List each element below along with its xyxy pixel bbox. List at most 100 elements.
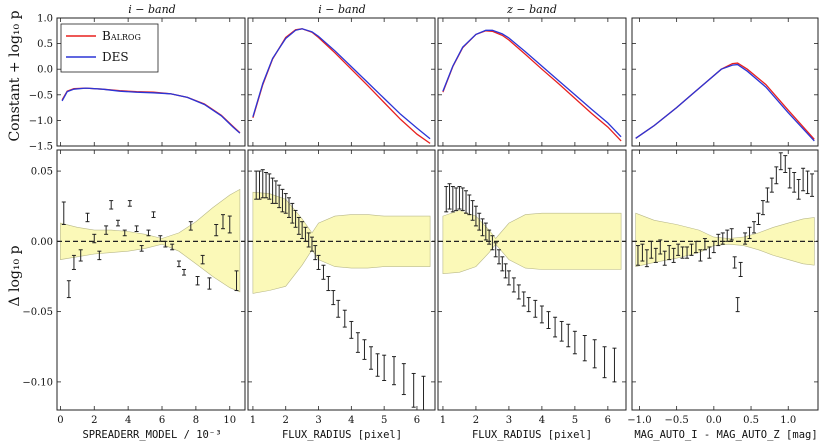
data-point-errorbar (702, 238, 707, 251)
data-point-errorbar (729, 228, 734, 241)
panel-4-top-axes (631, 17, 819, 147)
data-point-errorbar (680, 246, 685, 259)
data-point-errorbar (516, 284, 521, 300)
data-point-errorbar (470, 200, 475, 221)
data-point-errorbar (170, 243, 175, 251)
data-point-errorbar (572, 330, 577, 355)
data-point-errorbar (582, 335, 587, 362)
data-point-errorbar (349, 320, 354, 339)
data-point-errorbar (792, 171, 797, 193)
data-point-errorbar (104, 225, 109, 235)
data-point-errorbar (796, 179, 801, 200)
xtick-label: −1.0 (627, 415, 651, 426)
bottom-ytick-label: 0.00 (31, 237, 53, 248)
top-ytick-label: 0.5 (37, 39, 53, 50)
data-point-errorbar (267, 173, 272, 200)
xtick-label: 8 (193, 415, 199, 426)
data-point-errorbar (500, 256, 505, 272)
data-point-errorbar (447, 183, 452, 210)
data-point-errorbar (506, 270, 511, 286)
data-point-errorbar (163, 240, 168, 248)
data-point-errorbar (490, 235, 495, 251)
xtick-label: 1 (250, 415, 256, 426)
data-point-errorbar (220, 214, 225, 230)
xtick-label: 4 (125, 415, 131, 426)
data-point-errorbar (612, 347, 617, 383)
data-point-errorbar (658, 239, 663, 255)
data-point-errorbar (61, 201, 66, 225)
xtick-label: 2 (283, 415, 289, 426)
data-point-errorbar (477, 212, 482, 231)
data-point-errorbar (743, 232, 748, 245)
panel-2-line-des (252, 28, 431, 140)
data-point-errorbar (716, 233, 721, 247)
data-point-errorbar (539, 305, 544, 324)
data-point-errorbar (127, 200, 132, 207)
data-point-errorbar (511, 277, 516, 293)
panel-1-top-axes: −1.5 −1.0 −0.5 0.0 0.5 1.0 (29, 14, 246, 153)
data-point-errorbar (756, 212, 761, 225)
panel-3: 1 2 3 4 5 6 (437, 17, 627, 426)
data-point-errorbar (391, 356, 396, 386)
top-ylabel: Constant + log₁₀ p (7, 10, 23, 141)
data-point-errorbar (685, 246, 690, 259)
xtick-label: 4 (348, 415, 354, 426)
data-point-errorbar (635, 245, 640, 266)
bottom-ylabel: Δ log₁₀ p (7, 245, 23, 306)
panel-3-top-frame (437, 17, 627, 147)
data-point-errorbar (765, 187, 770, 203)
xtick-label: 0.0 (706, 415, 722, 426)
panel-3-title: z − band (506, 3, 557, 16)
data-point-errorbar (122, 229, 127, 237)
data-point-errorbar (640, 243, 645, 262)
legend: Balrog DES (60, 23, 159, 73)
data-point-errorbar (760, 200, 765, 216)
data-point-errorbar (309, 236, 314, 252)
data-point-errorbar (303, 226, 308, 242)
panel-4-xlabel: MAG_AUTO_I - MAG_AUTO_Z [mag] (634, 429, 817, 441)
data-point-errorbar (85, 212, 90, 223)
panel-1: −1.5 −1.0 −0.5 0.0 0.5 1.0 −0.10 −0.05 0.00 0.05 0… (22, 14, 246, 426)
data-point-errorbar (151, 211, 156, 218)
data-point-errorbar (293, 209, 298, 228)
data-point-errorbar (480, 218, 485, 237)
data-point-errorbar (92, 233, 97, 244)
data-point-errorbar (115, 219, 120, 227)
panel-4-top-frame (631, 17, 819, 147)
data-point-errorbar (725, 229, 730, 242)
data-point-errorbar (300, 221, 305, 240)
panel-2-xlabel: FLUX_RADIUS [pixel] (282, 429, 402, 441)
bottom-ytick-label: 0.05 (31, 167, 53, 178)
data-point-errorbar (493, 242, 498, 258)
data-point-errorbar (526, 297, 531, 313)
data-point-errorbar (280, 188, 285, 213)
xtick-label: 0.5 (743, 415, 759, 426)
xtick-label: 6 (605, 415, 611, 426)
data-point-errorbar (316, 254, 321, 270)
panel-3-line-des (442, 29, 622, 138)
data-point-errorbar (783, 155, 788, 173)
data-point-errorbar (653, 247, 658, 263)
data-point-errorbar (277, 184, 282, 209)
data-point-errorbar (546, 311, 551, 329)
data-point-errorbar (467, 194, 472, 216)
data-point-errorbar (553, 316, 558, 338)
xtick-label: 3 (506, 415, 512, 426)
panel-4-bottom-axes: −1.0 −0.5 0.0 0.5 1.0 (627, 149, 819, 426)
data-point-errorbar (487, 229, 492, 245)
panel-4-line-des (635, 63, 815, 142)
data-point-errorbar (411, 372, 416, 408)
panel-1-top-frame (56, 17, 246, 147)
data-point-errorbar (559, 320, 564, 342)
data-point-errorbar (810, 173, 815, 197)
data-point-errorbar (146, 229, 151, 237)
data-point-errorbar (200, 254, 205, 265)
data-point-errorbar (778, 152, 783, 171)
data-point-errorbar (738, 261, 743, 277)
panel-1-bottom-axes: −0.10 −0.05 0.00 0.05 0 2 4 6 8 10 (22, 149, 246, 426)
xtick-label: 1.0 (780, 415, 796, 426)
data-point-errorbar (483, 222, 488, 241)
panel-3-line-balrog (442, 30, 622, 142)
panel-1-line-des (61, 87, 241, 134)
data-point-errorbar (671, 247, 676, 263)
